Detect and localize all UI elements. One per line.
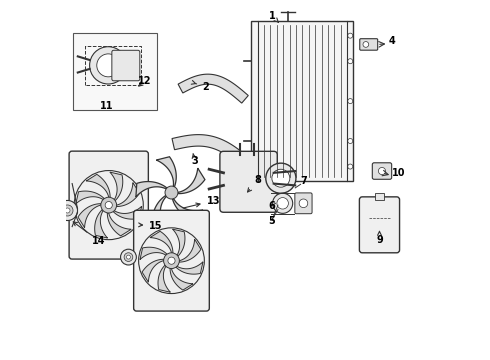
Text: 11: 11 [100,101,114,111]
Text: 15: 15 [139,221,163,230]
Text: 9: 9 [376,231,383,245]
Circle shape [348,99,353,104]
Bar [73,33,157,110]
Circle shape [126,255,130,259]
Text: 14: 14 [73,222,105,246]
Polygon shape [170,269,193,290]
Circle shape [62,205,73,216]
Circle shape [272,169,290,187]
Polygon shape [158,265,171,292]
Circle shape [168,257,175,264]
Polygon shape [76,191,104,204]
Polygon shape [172,135,249,167]
Circle shape [90,47,127,84]
Polygon shape [172,198,203,220]
Circle shape [105,202,112,209]
Polygon shape [113,206,142,219]
Circle shape [165,186,178,199]
FancyBboxPatch shape [112,50,140,81]
Text: 4: 4 [389,36,395,46]
Polygon shape [107,213,131,236]
FancyBboxPatch shape [69,151,148,259]
Circle shape [65,208,70,213]
Text: 12: 12 [138,76,151,86]
Polygon shape [177,168,205,194]
Polygon shape [178,74,248,103]
Bar [375,193,384,200]
Text: 6: 6 [268,201,275,211]
Text: 3: 3 [192,153,198,166]
Text: 7: 7 [300,176,307,186]
Circle shape [348,33,353,38]
Polygon shape [140,247,167,260]
Polygon shape [95,210,108,238]
Circle shape [266,163,296,193]
Polygon shape [86,174,110,197]
Polygon shape [150,231,173,253]
Circle shape [272,193,293,213]
Polygon shape [156,157,176,188]
Circle shape [348,139,353,144]
Text: 13: 13 [183,196,220,208]
FancyBboxPatch shape [134,210,209,311]
Circle shape [378,167,386,175]
Polygon shape [172,229,185,256]
Circle shape [299,199,308,208]
Circle shape [277,198,289,209]
Circle shape [164,253,179,269]
Circle shape [348,164,353,169]
Polygon shape [179,239,201,262]
Text: 2: 2 [191,81,209,92]
Polygon shape [152,195,167,228]
Text: 8: 8 [247,175,261,192]
Polygon shape [110,172,123,201]
Polygon shape [78,204,101,228]
Circle shape [57,201,77,221]
Polygon shape [142,259,164,282]
Circle shape [101,197,117,213]
FancyBboxPatch shape [295,193,312,214]
Circle shape [363,41,368,47]
FancyBboxPatch shape [372,163,392,179]
Circle shape [121,249,136,265]
Polygon shape [117,183,140,207]
Text: 5: 5 [269,216,275,226]
Circle shape [97,54,120,77]
Text: 10: 10 [392,168,406,179]
Polygon shape [176,262,203,274]
FancyBboxPatch shape [220,151,277,212]
Text: 1: 1 [269,11,278,22]
Circle shape [348,59,353,64]
Polygon shape [136,181,168,197]
Circle shape [124,253,133,261]
Bar [251,21,353,181]
FancyBboxPatch shape [359,197,399,253]
FancyBboxPatch shape [360,39,378,50]
